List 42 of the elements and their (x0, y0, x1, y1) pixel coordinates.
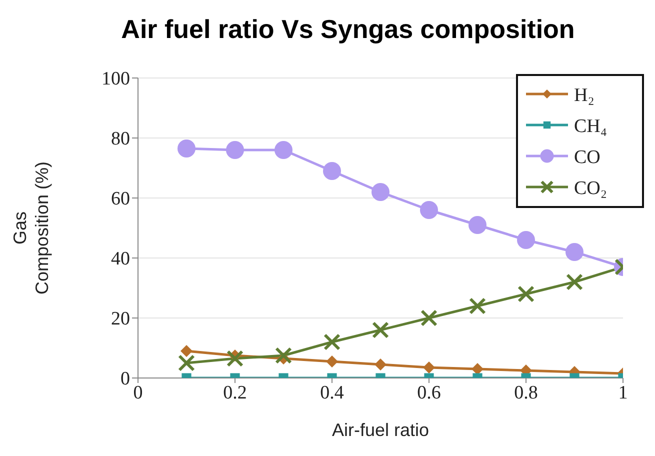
y-tick-label: 0 (120, 368, 130, 390)
point (469, 298, 486, 314)
x-axis-title: Air-fuel ratio (332, 420, 430, 440)
point (468, 216, 486, 234)
y-axis-title: Gas Composition (%) (10, 161, 52, 295)
x-tick-label: 1 (618, 382, 628, 404)
y-tick-label: 20 (111, 308, 130, 330)
point (472, 363, 484, 375)
point (517, 231, 535, 249)
point (326, 356, 338, 368)
legend-label: CO (574, 147, 600, 168)
point (420, 201, 438, 219)
point (566, 274, 583, 290)
y-tick-label: 100 (102, 68, 130, 90)
point (323, 162, 341, 180)
point (324, 334, 340, 350)
legend-label: CO₂ (574, 178, 608, 199)
point (566, 243, 584, 261)
y-tick-label: 40 (111, 248, 130, 270)
point (275, 347, 292, 364)
x-tick-label: 0.4 (320, 382, 344, 404)
point (226, 350, 244, 367)
legend-label: CH₄ (574, 116, 608, 137)
point (226, 141, 244, 159)
point (178, 354, 195, 372)
point (274, 141, 292, 159)
x-tick-label: 0.2 (223, 382, 247, 404)
x-tick-label: 0.6 (417, 382, 441, 404)
point (178, 140, 196, 158)
point (372, 322, 389, 338)
x-tick-label: 0.8 (514, 382, 538, 404)
chart-title: Air fuel ratio Vs Syngas composition (120, 13, 576, 46)
point (180, 345, 192, 357)
y-tick-label: 60 (111, 188, 130, 210)
point (420, 310, 438, 326)
point (423, 362, 435, 374)
x-tick-label: 0 (133, 382, 143, 404)
legend-label: H₂ (574, 85, 594, 106)
point (518, 286, 534, 302)
y-tick-label: 80 (111, 128, 130, 150)
point (372, 183, 390, 201)
point (374, 358, 386, 370)
